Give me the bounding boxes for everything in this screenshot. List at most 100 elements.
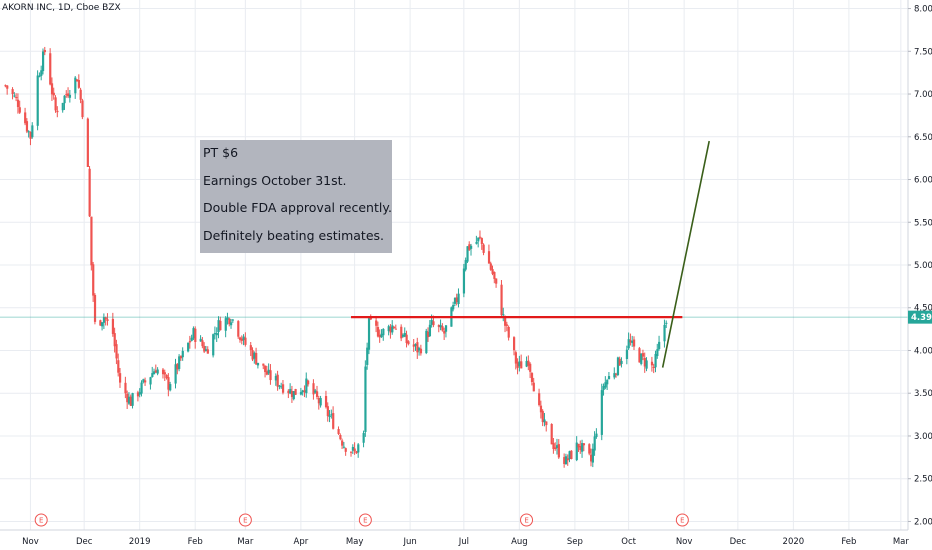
candle-body [56,110,59,113]
candle-body [588,444,591,454]
candle-body [616,357,620,376]
candle-body [512,337,516,351]
candle-body [591,448,594,463]
candle-body [455,297,458,303]
candle-body [27,131,30,133]
candle-body [625,349,629,360]
candle-body [126,393,129,403]
candle-body [13,95,16,97]
candle-body [117,360,120,373]
earnings-marker-icon[interactable] [675,513,689,527]
earnings-marker-icon[interactable] [34,513,48,527]
candle-body [330,414,333,416]
candle-body [357,444,360,453]
candle-body [393,326,396,328]
price-axis[interactable]: 8.00 7.50 7.00 6.50 6.00 5.50 5.00 4.50 4.00 3.50… [907,0,932,530]
earnings-marker-label: E [524,517,528,525]
earnings-marker-icon[interactable] [238,513,252,527]
candle-body [457,293,460,305]
candle-body [541,410,544,423]
candle-body [389,326,392,333]
candle-body [391,325,394,333]
x-tick-label: Mar [893,537,910,547]
candle-body [106,319,109,321]
candle-body [582,443,586,446]
x-tick-label: Jul [458,537,469,547]
candle-body [552,443,555,450]
earnings-marker-label: E [39,517,43,525]
time-axis[interactable]: Nov Dec 2019 Feb Mar Apr May Jun Jul Aug Sep Oct Nov… [0,529,910,547]
candle-body [615,373,618,375]
candle-body [192,328,195,339]
x-tick-label: May [346,537,364,547]
candle-body [174,364,177,384]
candle-body [156,369,159,374]
candle-body [289,388,292,394]
candle-body [437,324,440,327]
candle-body [466,246,469,262]
grid [0,0,908,530]
candle-body [169,384,172,391]
earnings-marker-icon[interactable] [520,513,534,527]
candle-body [88,168,91,217]
candle-body [303,390,306,393]
candle-body [564,456,568,465]
candle-body [376,327,380,337]
candle-body [212,334,215,356]
candle-body [378,334,381,338]
text-note[interactable]: PT $6 Earnings October 31st. Double FDA … [200,140,392,253]
candle-body [264,365,267,373]
candles [4,46,668,468]
candle-body [495,278,498,284]
x-tick-label: Apr [294,537,309,547]
candle-body [355,451,358,454]
candle-body [638,348,641,363]
candle-body [129,396,132,406]
candle-body [607,376,611,380]
earnings-marker-label: E [243,517,247,525]
candle-body [104,317,107,320]
y-tick-label: 8.00 [914,5,932,15]
candle-body [242,336,245,341]
candle-body [230,322,233,326]
candle-body [201,340,204,347]
projection-trend-line[interactable] [661,140,710,368]
candle-body [237,321,240,337]
candle-body [281,384,285,393]
candle-body [38,75,41,77]
candle-body [294,388,297,395]
candle-body [319,398,322,406]
candle-body [430,319,433,325]
candle-body [568,451,571,459]
candle-body [231,319,235,321]
candle-body [102,317,106,323]
candle-body [530,373,534,382]
candle-body [178,356,181,369]
candle-body [545,421,548,426]
candle-body [470,245,473,249]
candle-body [514,352,517,364]
candle-body [226,317,229,320]
candle-body [165,374,168,379]
candle-body [557,444,560,458]
candle-body [111,318,115,334]
candle-body [532,382,535,392]
candle-body [489,263,492,270]
candle-body [663,324,666,342]
candle-body [505,324,509,326]
candle-body [575,442,578,461]
drawings [0,140,908,368]
earnings-marker-icon[interactable] [358,513,372,527]
candle-body [131,393,134,406]
candle-body [77,80,81,88]
candle-body [366,347,369,365]
candle-body [339,435,342,440]
candle-body [187,342,190,352]
candle-body [351,446,355,451]
candle-body [328,415,331,417]
candle-body [49,53,52,85]
candle-body [299,392,303,395]
candle-body [278,385,281,387]
candle-body [314,390,317,393]
